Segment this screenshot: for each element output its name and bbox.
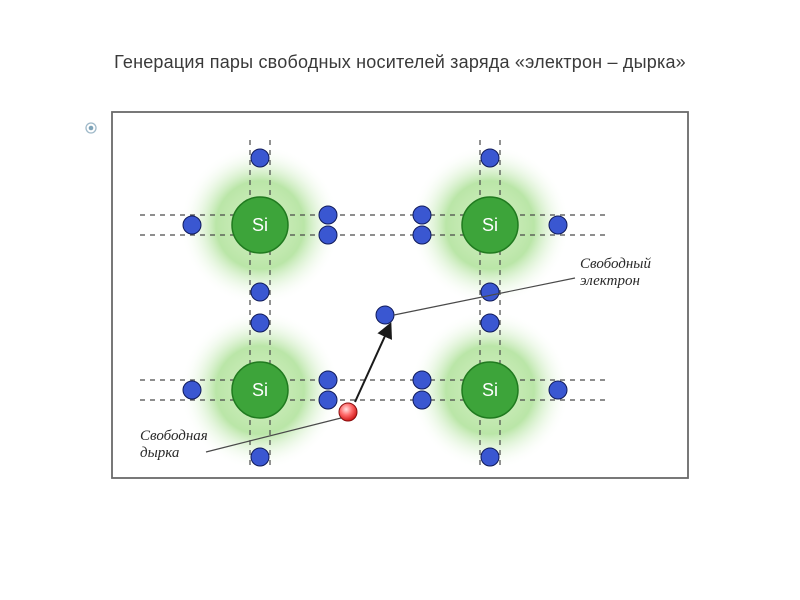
bond-electron bbox=[413, 371, 431, 389]
bond-electron bbox=[251, 448, 269, 466]
electron-hole-diagram: SiSiSiSiСвободныйэлектронСвободнаядырка bbox=[110, 110, 690, 480]
bond-electron bbox=[481, 314, 499, 332]
bond-electron bbox=[481, 149, 499, 167]
free-hole bbox=[339, 403, 357, 421]
bond-electron bbox=[549, 216, 567, 234]
bond-electron bbox=[413, 206, 431, 224]
bond-electron bbox=[481, 448, 499, 466]
bond-electron bbox=[413, 226, 431, 244]
bond-electron bbox=[413, 391, 431, 409]
bullet-icon bbox=[85, 122, 97, 134]
atom-label: Si bbox=[252, 380, 268, 400]
bond-electron bbox=[319, 391, 337, 409]
bond-electron bbox=[549, 381, 567, 399]
bond-electron bbox=[319, 371, 337, 389]
free-electron bbox=[376, 306, 394, 324]
atom-label: Si bbox=[252, 215, 268, 235]
bond-electron bbox=[183, 216, 201, 234]
bond-electron bbox=[319, 226, 337, 244]
bond-electron bbox=[319, 206, 337, 224]
bond-electron bbox=[251, 283, 269, 301]
bond-electron bbox=[251, 149, 269, 167]
atom-label: Si bbox=[482, 215, 498, 235]
bond-electron bbox=[251, 314, 269, 332]
bond-electron bbox=[183, 381, 201, 399]
atom-label: Si bbox=[482, 380, 498, 400]
bond-electron bbox=[481, 283, 499, 301]
slide-title: Генерация пары свободных носителей заряд… bbox=[0, 52, 800, 73]
